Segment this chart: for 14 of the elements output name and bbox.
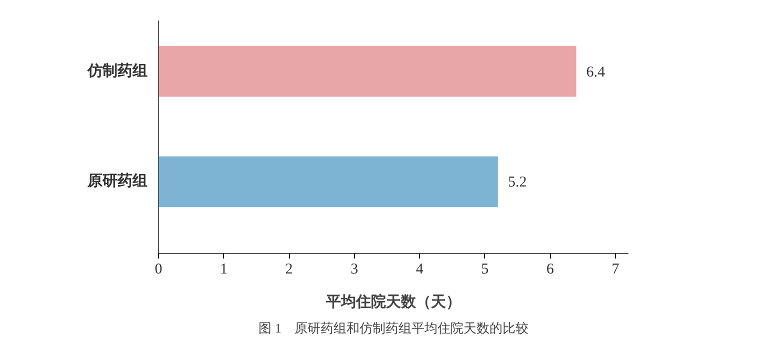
- x-tick-label: 5: [481, 262, 489, 278]
- x-tick-label: 0: [154, 262, 162, 278]
- y-tick-label: 原研药组: [86, 172, 148, 190]
- x-axis-title: 平均住院天数（天）: [325, 294, 461, 310]
- x-tick-label: 2: [285, 262, 293, 278]
- data-label: 5.2: [508, 174, 527, 191]
- y-tick-label: 仿制药组: [86, 62, 148, 80]
- data-label: 6.4: [586, 64, 606, 80]
- x-tick-label: 7: [612, 262, 620, 278]
- x-tick-label: 3: [350, 262, 358, 278]
- caption: 图 1 原研药组和仿制药组平均住院天数的比较: [258, 320, 528, 336]
- x-tick-label: 1: [220, 262, 228, 278]
- x-tick-label: 4: [416, 262, 424, 278]
- x-tick-label: 6: [546, 262, 554, 278]
